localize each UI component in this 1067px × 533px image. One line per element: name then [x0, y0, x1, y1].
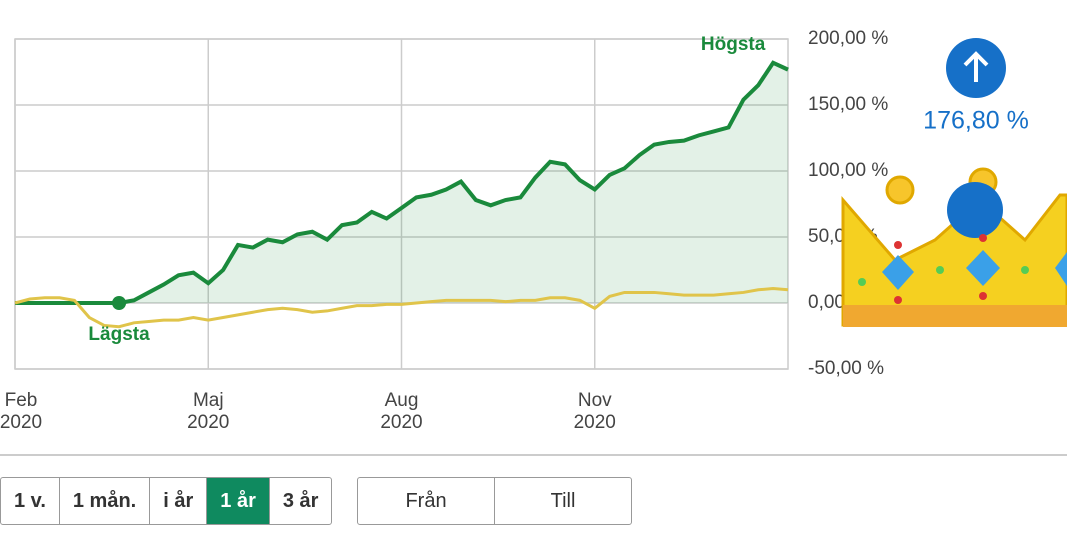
low-label: Lägsta: [88, 324, 150, 345]
period-button[interactable]: 3 år: [282, 490, 319, 512]
range-buttons: Från Till: [357, 477, 632, 525]
period-button[interactable]: 1 v.: [1, 478, 60, 524]
y-tick-label: 150,00 %: [808, 94, 888, 115]
high-label: Högsta: [701, 34, 766, 55]
crown: [841, 167, 1067, 327]
x-tick-label: Nov 2020: [573, 390, 616, 433]
period-button[interactable]: 1 mån.: [60, 478, 151, 524]
plot: -50,00 %0,00 %50,00 %100,00 %150,00 %200…: [14, 28, 888, 379]
period-button[interactable]: i år: [150, 478, 208, 524]
period-buttons: 1 v. 1 mån. i år 1 år 3 år: [0, 477, 333, 525]
series-line: [15, 60, 789, 305]
latest-value: 176,80 %: [923, 107, 1029, 135]
period-button[interactable]: 1 år: [207, 478, 270, 524]
range-button[interactable]: Till: [550, 490, 576, 512]
y-tick-label: 200,00 %: [808, 28, 888, 49]
x-tick-label: Feb 2020: [0, 390, 43, 433]
low-point: [112, 296, 127, 310]
up-arrow: [963, 51, 989, 82]
y-tick-label: 100,00 %: [808, 160, 888, 181]
y-tick-label: -50,00 %: [808, 358, 884, 379]
series-line: [14, 286, 789, 329]
range-button[interactable]: Från: [358, 478, 495, 524]
x-tick-label: Aug 2020: [380, 390, 423, 433]
x-tick-label: Maj 2020: [187, 390, 230, 433]
area: [15, 62, 788, 304]
